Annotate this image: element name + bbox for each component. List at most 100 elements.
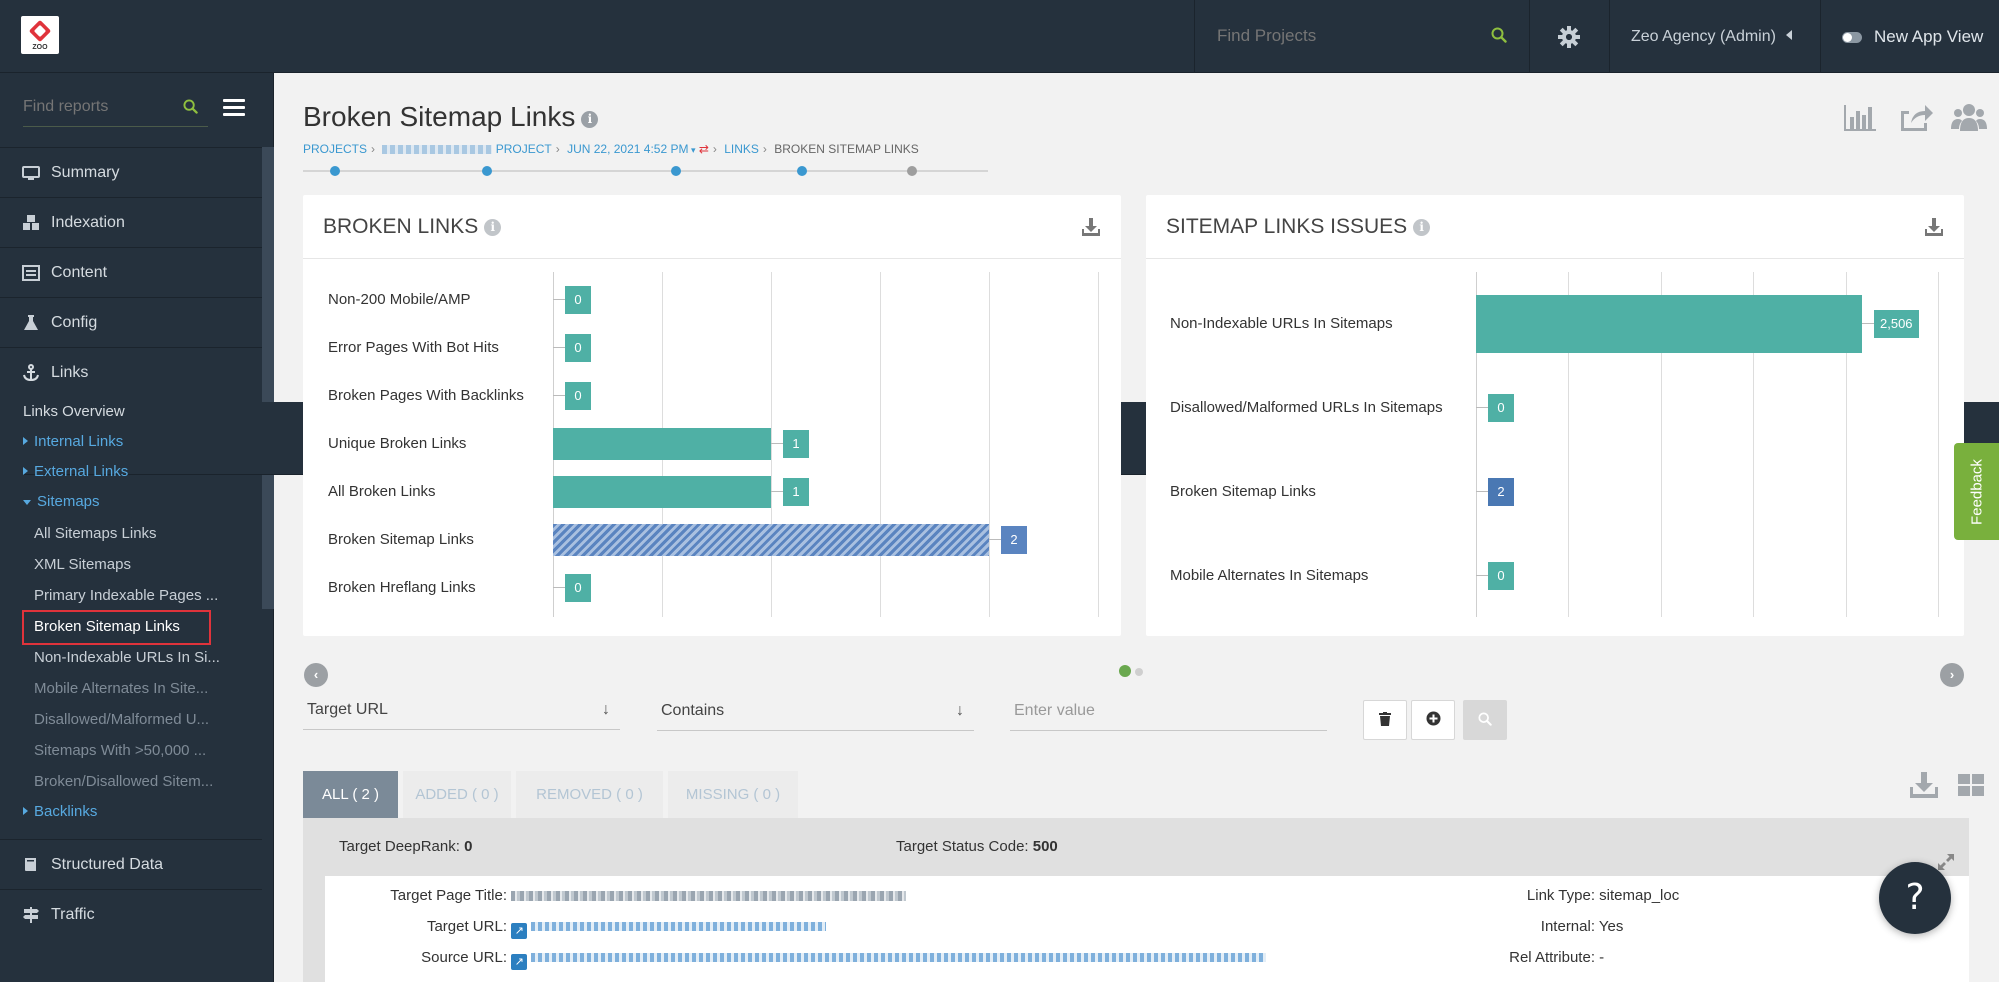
compare-icon[interactable]: ⇄ xyxy=(695,142,709,156)
toggle-icon xyxy=(1842,32,1862,43)
sidebar-item-xml-sitemaps[interactable]: XML Sitemaps xyxy=(34,556,131,573)
chart-bar[interactable] xyxy=(553,476,771,508)
chart-bar[interactable] xyxy=(553,524,989,556)
chart-category-label: Broken Hreflang Links xyxy=(328,579,476,596)
download-icon[interactable] xyxy=(1081,217,1101,242)
chart-value-label: 0 xyxy=(553,334,591,362)
help-button[interactable]: ? xyxy=(1879,862,1951,934)
field-select[interactable]: Target URL ↓ xyxy=(303,690,620,730)
carousel-next-button[interactable]: › xyxy=(1940,663,1964,687)
account-menu[interactable]: Zeo Agency (Admin) xyxy=(1611,0,1821,73)
sidebar-item-broken-sitemap-links[interactable]: Broken Sitemap Links xyxy=(34,618,180,635)
chart-bar[interactable] xyxy=(1476,295,1862,353)
sidebar-item-disallowed-malformed[interactable]: Disallowed/Malformed U... xyxy=(34,711,210,728)
caret-down-icon[interactable]: ▾ xyxy=(688,145,696,155)
external-link-icon[interactable]: ↗ xyxy=(511,954,528,970)
project-search-input[interactable] xyxy=(1217,22,1477,50)
source-url: Source URL: ↗ xyxy=(365,949,1267,970)
app-logo[interactable]: ZOO xyxy=(21,16,59,54)
sidebar-item-non-indexable-urls[interactable]: Non-Indexable URLs In Si... xyxy=(34,649,220,666)
info-icon[interactable]: i xyxy=(1413,219,1431,236)
step-dot[interactable] xyxy=(671,166,681,176)
result-summary: Target DeepRank: 0 Target Status Code: 5… xyxy=(303,818,1969,876)
sitemap-issues-chart: Non-Indexable URLs In Sitemaps 2,506 Disal… xyxy=(1146,260,1964,636)
sidebar-item-primary-indexable-pages[interactable]: Primary Indexable Pages ... xyxy=(34,587,219,604)
operator-select[interactable]: Contains ↓ xyxy=(657,691,974,731)
apply-search-button[interactable] xyxy=(1463,700,1507,740)
new-app-view-label: New App View xyxy=(1874,27,1984,46)
users-icon[interactable] xyxy=(1951,101,1987,138)
info-icon[interactable]: i xyxy=(581,111,599,128)
breadcrumb-steps xyxy=(303,166,988,176)
page-dot[interactable] xyxy=(1135,668,1143,676)
menu-icon[interactable] xyxy=(223,99,245,117)
grid-view-icon[interactable] xyxy=(1957,771,1985,804)
carousel-prev-button[interactable]: ‹ xyxy=(304,663,328,687)
download-icon[interactable] xyxy=(1924,217,1944,242)
report-search-input[interactable] xyxy=(23,95,163,119)
sidebar-item-indexation[interactable]: Indexation xyxy=(0,197,262,247)
arrow-down-icon: ↓ xyxy=(602,701,610,718)
breadcrumb-projects[interactable]: PROJECTS xyxy=(303,142,368,156)
sidebar-item-summary[interactable]: Summary xyxy=(0,147,262,197)
sidebar-item-backlinks[interactable]: Backlinks xyxy=(23,802,97,822)
step-dot[interactable] xyxy=(482,166,492,176)
sidebar-item-external-links[interactable]: External Links xyxy=(23,462,128,482)
rel-attribute: Rel Attribute: - xyxy=(1509,949,1605,966)
sidebar-item-mobile-alternates[interactable]: Mobile Alternates In Site... xyxy=(34,680,209,697)
sidebar-item-traffic[interactable]: Traffic xyxy=(0,889,262,939)
sidebar-item-all-sitemaps-links[interactable]: All Sitemaps Links xyxy=(34,525,157,542)
chart-bar[interactable] xyxy=(553,428,771,460)
sidebar-item-internal-links[interactable]: Internal Links xyxy=(23,432,123,452)
target-page-title: Target Page Title: xyxy=(365,887,907,904)
sidebar-scrollbar[interactable] xyxy=(262,147,274,609)
tab-missing[interactable]: MISSING ( 0 ) xyxy=(668,771,798,818)
search-icon[interactable] xyxy=(183,99,198,119)
tab-all[interactable]: ALL ( 2 ) xyxy=(303,771,398,818)
search-icon[interactable] xyxy=(1491,27,1507,48)
breadcrumb-project[interactable]: PROJECT xyxy=(495,142,552,156)
download-icon[interactable] xyxy=(1909,771,1939,804)
filter-value-input[interactable]: Enter value xyxy=(1010,691,1327,731)
main-content: Broken Sitemap Links i PROJECTS › PROJECT ›… xyxy=(274,73,1999,982)
tab-added[interactable]: ADDED ( 0 ) xyxy=(403,771,511,818)
chart-icon[interactable] xyxy=(1842,101,1878,138)
active-item-highlight xyxy=(22,610,211,645)
caret-down-icon xyxy=(23,500,31,505)
sidebar-item-config[interactable]: Config xyxy=(0,297,262,347)
sidebar-item-structured-data[interactable]: Structured Data xyxy=(0,839,262,889)
step-dot[interactable] xyxy=(330,166,340,176)
breadcrumb-links[interactable]: LINKS xyxy=(724,142,759,156)
logo-mark xyxy=(28,19,52,43)
sidebar-item-label: Structured Data xyxy=(51,856,164,873)
chart-value-label: 0 xyxy=(1476,562,1514,590)
step-dot[interactable] xyxy=(797,166,807,176)
add-filter-button[interactable] xyxy=(1411,700,1455,740)
page-dot-active[interactable] xyxy=(1119,665,1131,677)
feedback-tab[interactable]: Feedback xyxy=(1954,443,1999,540)
sidebar-item-content[interactable]: Content xyxy=(0,247,262,297)
blurred-target-url[interactable] xyxy=(531,922,827,931)
tab-removed[interactable]: REMOVED ( 0 ) xyxy=(516,771,663,818)
chart-category-label: All Broken Links xyxy=(328,483,436,500)
sidebar-item-links[interactable]: Links xyxy=(0,347,262,397)
new-app-view-toggle[interactable]: New App View xyxy=(1822,0,1999,73)
blurred-source-url[interactable] xyxy=(531,953,1267,962)
breadcrumb: PROJECTS › PROJECT › JUN 22, 2021 4:52 PM … xyxy=(303,142,919,156)
logo-text: ZOO xyxy=(32,44,48,51)
settings-button[interactable] xyxy=(1530,0,1610,73)
sidebar-item-sitemaps[interactable]: Sitemaps xyxy=(23,492,100,512)
share-icon[interactable] xyxy=(1897,101,1933,138)
account-name: Zeo Agency (Admin) xyxy=(1631,28,1776,45)
card-header: BROKEN LINKS i xyxy=(303,195,1121,259)
chart-value-label: 0 xyxy=(553,574,591,602)
sidebar-item-sitemaps-50000[interactable]: Sitemaps With >50,000 ... xyxy=(34,742,207,759)
chart-category-label: Mobile Alternates In Sitemaps xyxy=(1170,567,1369,584)
breadcrumb-date[interactable]: JUN 22, 2021 4:52 PM xyxy=(567,142,689,156)
delete-filter-button[interactable] xyxy=(1363,700,1407,740)
sidebar-item-broken-disallowed-sitemaps[interactable]: Broken/Disallowed Sitem... xyxy=(34,773,214,790)
page-title: Broken Sitemap Links i xyxy=(303,101,599,133)
external-link-icon[interactable]: ↗ xyxy=(511,923,528,939)
info-icon[interactable]: i xyxy=(484,219,502,236)
expand-icon[interactable] xyxy=(1937,838,1955,896)
